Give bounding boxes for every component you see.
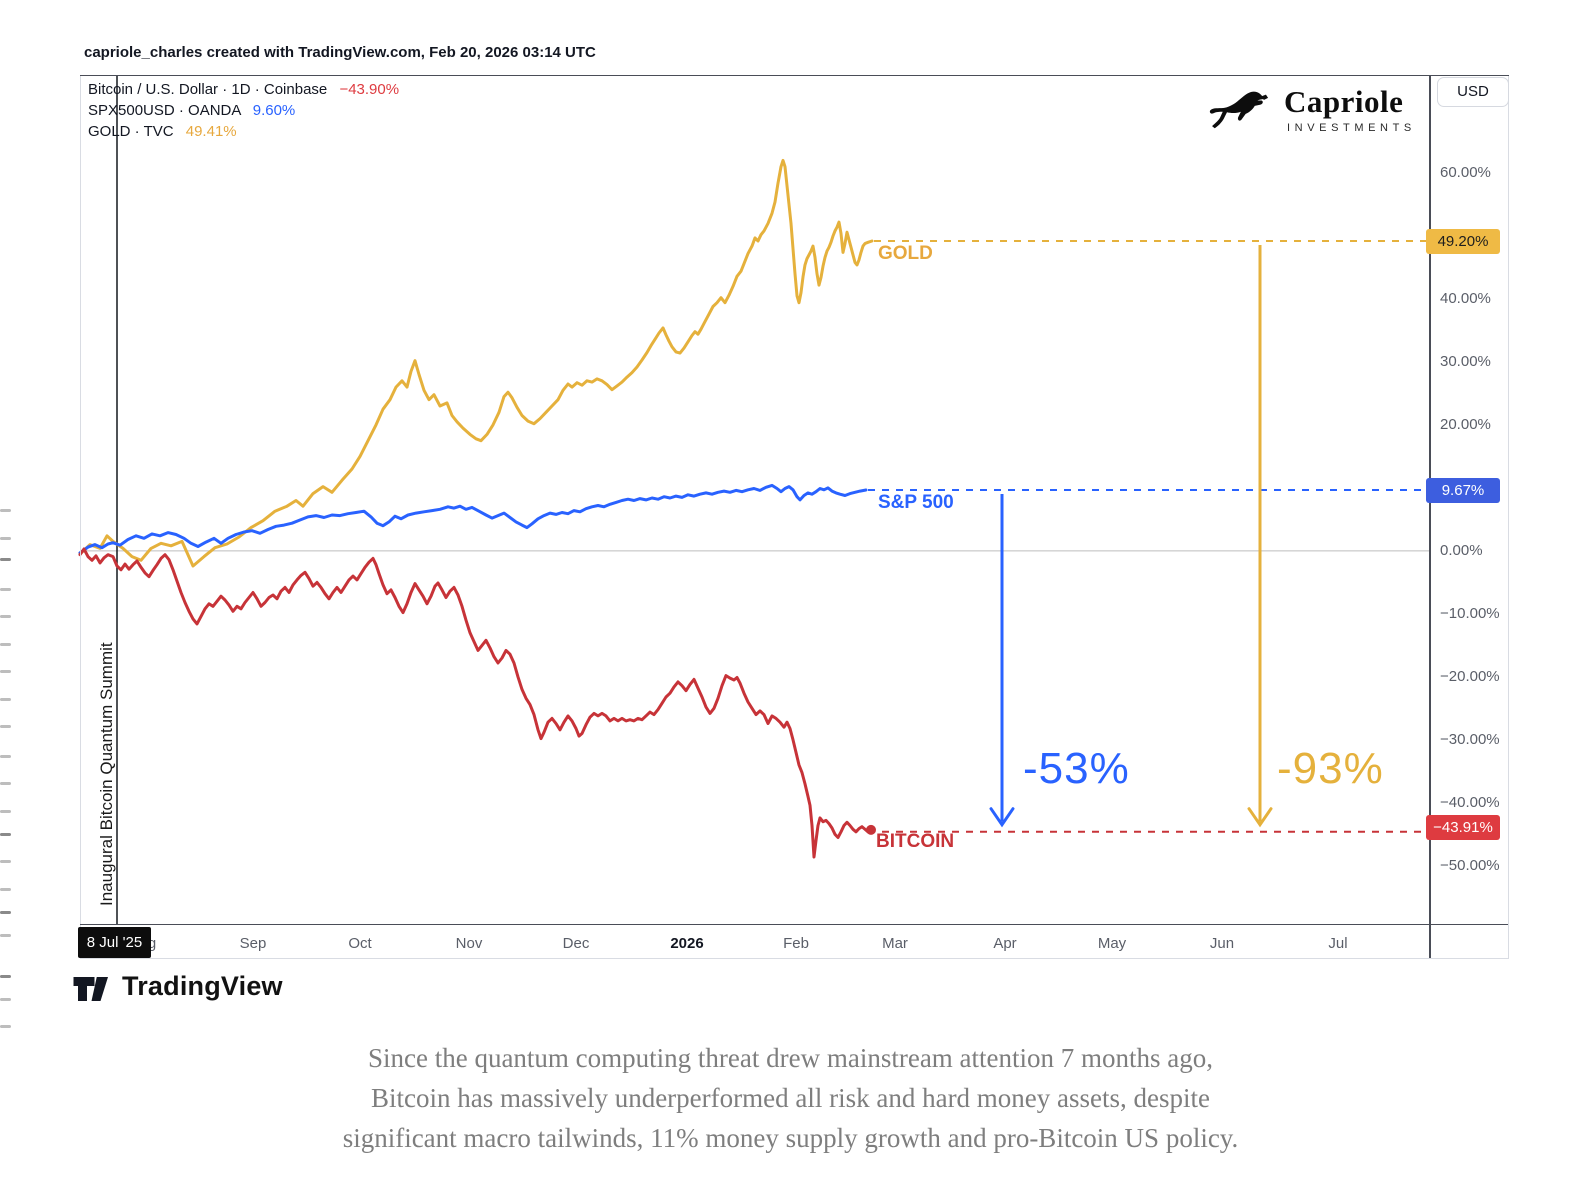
x-axis-label-Apr: Apr: [993, 935, 1017, 952]
edge-mark: [0, 588, 11, 591]
chart-top-border: [80, 75, 1509, 76]
x-axis-label-Mar: Mar: [882, 935, 908, 952]
legend-bitcoin-title: Bitcoin / U.S. Dollar · 1D · Coinbase: [88, 81, 328, 98]
edge-mark: [0, 860, 11, 863]
x-axis-label-g: g: [147, 935, 157, 952]
edge-mark: [0, 558, 11, 561]
legend-gold-title: GOLD · TVC: [88, 123, 174, 140]
legend-row-spx[interactable]: SPX500USD · OANDA 9.60%: [88, 101, 399, 121]
sp500-series-label: S&P 500: [878, 492, 954, 513]
x-axis-label-2026: 2026: [670, 935, 704, 952]
legend-row-gold[interactable]: GOLD · TVC 49.41%: [88, 122, 399, 142]
event-date-badge: 8 Jul '25: [78, 927, 151, 958]
x-axis-label-Dec: Dec: [562, 935, 590, 952]
time-axis-separator[interactable]: [80, 924, 1509, 925]
y-axis-label--30: −30.00%: [1440, 731, 1500, 748]
chart-right-border: [1508, 76, 1509, 959]
x-axis-label-Nov: Nov: [455, 935, 483, 952]
y-axis-label--50: −50.00%: [1440, 857, 1500, 874]
edge-mark: [0, 698, 11, 701]
gold-drawdown-annotation: -93%: [1277, 744, 1384, 793]
edge-mark: [0, 725, 11, 728]
sp500-drawdown-annotation: -53%: [1023, 744, 1130, 793]
caption-line-1: Since the quantum computing threat drew …: [367, 1043, 1214, 1073]
edge-mark: [0, 670, 11, 673]
y-axis-label-60: 60.00%: [1440, 164, 1491, 181]
capriole-brand-name: Capriole: [1284, 84, 1404, 119]
edge-mark: [0, 833, 11, 836]
edge-mark: [0, 755, 11, 758]
caption-line-3: significant macro tailwinds, 11% money s…: [342, 1123, 1239, 1153]
edge-mark: [0, 911, 11, 914]
x-axis-label-Oct: Oct: [348, 935, 372, 952]
edge-mark: [0, 537, 11, 540]
currency-usd-button[interactable]: USD: [1437, 77, 1509, 107]
y-axis-label-40: 40.00%: [1440, 290, 1491, 307]
y-axis-price-badge-1: 9.67%: [1426, 478, 1500, 503]
edge-mark: [0, 975, 11, 978]
y-axis-label--40: −40.00%: [1440, 794, 1500, 811]
chart-legend: Bitcoin / U.S. Dollar · 1D · Coinbase −4…: [88, 80, 399, 143]
edge-mark: [0, 509, 11, 512]
event-line-label: Inaugural Bitcoin Quantum Summit: [97, 642, 116, 906]
x-axis-label-Sep: Sep: [239, 935, 267, 952]
legend-row-bitcoin[interactable]: Bitcoin / U.S. Dollar · 1D · Coinbase −4…: [88, 80, 399, 100]
x-axis-label-Jun: Jun: [1209, 935, 1235, 952]
chart-attribution: capriole_charles created with TradingVie…: [84, 44, 596, 61]
capriole-horse-icon: [1208, 84, 1278, 132]
caption-text: Since the quantum computing threat drew …: [0, 1038, 1581, 1158]
edge-mark: [0, 615, 11, 618]
gold-series-label: GOLD: [878, 243, 933, 264]
legend-gold-value: 49.41%: [185, 123, 237, 140]
y-axis-label-0: 0.00%: [1440, 542, 1483, 559]
x-axis-label-Jul: Jul: [1328, 935, 1348, 952]
price-axis-separator[interactable]: [1429, 76, 1431, 958]
y-axis-label--10: −10.00%: [1440, 605, 1500, 622]
x-axis-label-May: May: [1097, 935, 1127, 952]
edge-mark: [0, 643, 11, 646]
capriole-brand-subtitle: INVESTMENTS: [1287, 122, 1416, 134]
legend-bitcoin-value: −43.90%: [339, 81, 400, 98]
legend-spx-value: 9.60%: [252, 102, 296, 119]
edge-mark: [0, 810, 11, 813]
tradingview-wordmark[interactable]: TradingView: [122, 971, 283, 1001]
edge-mark: [0, 888, 11, 891]
edge-mark: [0, 782, 11, 785]
caption-line-2: Bitcoin has massively underperformed all…: [370, 1083, 1211, 1113]
x-axis-label-Feb: Feb: [783, 935, 809, 952]
y-axis-label-20: 20.00%: [1440, 416, 1491, 433]
edge-mark: [0, 1025, 11, 1028]
y-axis-price-badge-0: 49.20%: [1426, 229, 1500, 254]
tradingview-logo-icon[interactable]: [72, 974, 114, 1004]
y-axis-label-30: 30.00%: [1440, 353, 1491, 370]
legend-spx-title: SPX500USD · OANDA: [88, 102, 241, 119]
bitcoin-series-label: BITCOIN: [876, 831, 955, 852]
edge-mark: [0, 998, 11, 1001]
y-axis-label--20: −20.00%: [1440, 668, 1500, 685]
edge-mark: [0, 934, 11, 937]
chart-left-border: [80, 76, 81, 958]
chart-bottom-border: [80, 958, 1509, 959]
y-axis-price-badge-2: −43.91%: [1426, 815, 1500, 840]
